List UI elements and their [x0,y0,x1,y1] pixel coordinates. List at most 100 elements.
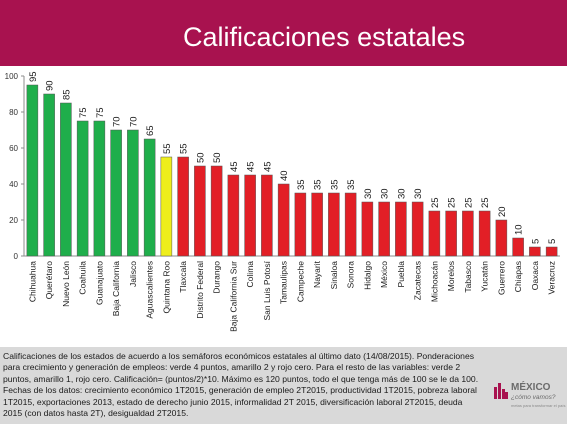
bar [110,129,122,257]
bar [478,210,491,257]
category-label: Sonora [346,261,356,289]
bar-value-label: 25 [430,197,441,208]
footnote-text: Calificaciones de los estados de acuerdo… [3,351,479,419]
bar [60,102,72,257]
bar [261,174,273,257]
bar-value-label: 75 [95,107,106,118]
category-label: Campeche [295,261,305,302]
header-banner: Calificaciones estatales [0,0,567,66]
bar-value-label: 5 [530,239,541,244]
category-label: Chiapas [513,261,523,292]
bar-value-label: 30 [363,188,374,199]
bar [428,210,441,257]
bar-value-label: 30 [380,188,391,199]
bar-value-label: 50 [212,152,223,163]
bar-value-label: 55 [162,143,173,154]
category-label: Veracruz [547,261,557,295]
bar-value-label: 85 [61,89,72,100]
page-title: Calificaciones estatales [183,22,466,52]
bar-value-label: 35 [346,179,357,190]
category-label: Tamaulipas [279,261,289,304]
category-label: Guanajuato [94,261,104,305]
bar-value-label: 30 [396,188,407,199]
y-tick-label: 40 [9,180,18,189]
bar [210,165,223,257]
bar-value-label: 25 [447,197,458,208]
bar [512,237,524,257]
bar [328,192,340,257]
bar [294,192,307,257]
logo-name: MÉXICO [511,382,551,393]
category-label: Distrito Federal [195,261,205,319]
bar-value-label: 55 [179,143,190,154]
category-label: Nayarit [312,260,322,288]
bar [227,174,240,257]
category-label: Tlaxcala [178,261,188,293]
category-label: Morelos [446,261,456,291]
category-label: San Luis Potosí [262,260,272,320]
category-label: Chihuahua [27,261,37,302]
bar [194,165,206,257]
category-label: Quintana Roo [161,261,171,314]
bar [127,129,139,257]
bar-value-label: 40 [279,170,290,181]
bar-value-label: 70 [112,116,123,127]
bar-value-label: 70 [128,116,139,127]
bar [529,246,541,257]
bar [344,192,357,257]
y-tick-label: 100 [5,72,19,81]
bar-value-label: 95 [28,71,39,82]
bar [462,210,474,257]
bar-value-label: 35 [329,179,340,190]
bar [411,201,424,257]
category-label: Oaxaca [530,261,540,291]
bar-value-label: 35 [313,179,324,190]
y-tick-label: 0 [14,252,19,261]
bar-chart: 0 20 40 60 80 100 95 Chihuahua 90 Querétaro 85 Nuev… [5,71,560,332]
bar-value-label: 25 [463,197,474,208]
bar-value-label: 45 [229,161,240,172]
y-tick-label: 20 [9,216,18,225]
bar [445,210,457,257]
bar-value-label: 90 [45,80,56,91]
y-tick-label: 60 [9,144,18,153]
category-label: Michoacán [429,261,439,302]
mexico-como-vamos-logo: MÉXICO ¿cómo vamos? metas para transform… [494,382,566,412]
bar [160,156,173,257]
bar-value-label: 45 [246,161,257,172]
category-label: Guerrero [496,261,506,295]
category-label: Nuevo León [61,261,71,307]
bar [76,120,89,257]
category-label: Sinaloa [329,261,339,290]
bar [43,93,55,257]
bar [361,201,374,257]
bar-value-label: 30 [413,188,424,199]
bar [311,192,323,257]
bar-value-label: 5 [547,239,558,244]
category-label: Puebla [396,261,406,288]
bar [177,156,189,257]
bar-value-label: 65 [145,125,156,136]
bar-value-label: 50 [195,152,206,163]
category-label: Zacatecas [413,261,423,300]
bar [495,219,508,257]
logo-subtitle: metas para transformar el país [511,403,566,408]
category-label: Colima [245,261,255,288]
category-label: Baja California [111,261,121,317]
bar-value-label: 20 [497,206,508,217]
bar-value-label: 75 [78,107,89,118]
category-label: Hidalgo [362,261,372,290]
category-label: Jalisco [128,261,138,287]
bar [277,183,290,257]
logo-tagline: ¿cómo vamos? [511,394,556,401]
y-tick-label: 80 [9,108,18,117]
category-label: Yucatán [480,261,490,292]
footnote-panel: Calificaciones de los estados de acuerdo… [0,347,567,424]
bar-value-label: 45 [262,161,273,172]
bar [378,201,390,257]
logo-bars-icon [494,383,508,399]
bar-value-label: 35 [296,179,307,190]
bar [93,120,106,257]
category-label: Durango [212,261,222,294]
bar [545,246,558,257]
